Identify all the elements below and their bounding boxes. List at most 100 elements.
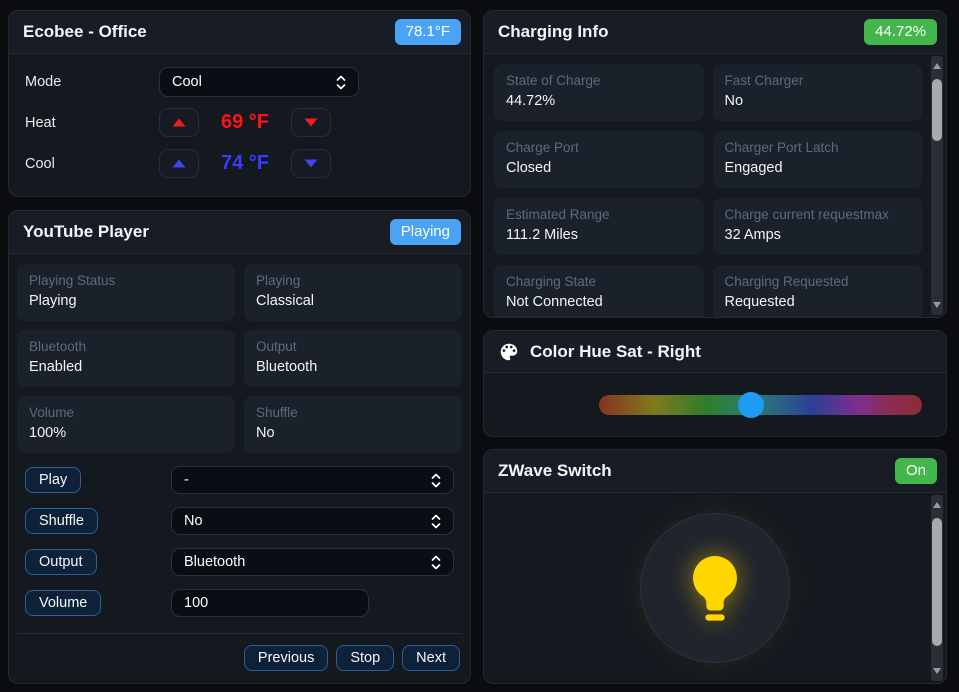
tile-label: Playing Status [29, 273, 116, 288]
tile-estimated-range: Estimated Range 111.2 Miles [494, 198, 704, 255]
playing-status-badge: Playing [389, 219, 461, 245]
tile-output: Output Bluetooth [244, 330, 462, 387]
output-button[interactable]: Output [25, 549, 97, 575]
youtube-title: YouTube Player [23, 222, 149, 241]
play-media-select-value: - [184, 472, 189, 488]
chevron-up-down-icon [431, 514, 441, 528]
charging-body: State of Charge 44.72% Fast Charger No C… [484, 54, 946, 317]
tile-value: 111.2 Miles [506, 227, 578, 243]
chevron-up-down-icon [336, 75, 346, 90]
tile-value: 44.72% [506, 93, 556, 109]
youtube-controls: Play - Shuffle No [17, 466, 462, 617]
tile-charging-requested: Charging Requested Requested [712, 265, 922, 317]
tile-value: Not Connected [506, 294, 603, 310]
tile-charge-port: Charge Port Closed [494, 131, 704, 188]
youtube-tile-grid: Playing Status Playing Playing Classical… [17, 264, 462, 453]
tile-value: Engaged [724, 160, 783, 176]
zwave-scrollbar-thumb[interactable] [932, 518, 942, 646]
tile-shuffle: Shuffle No [244, 396, 462, 453]
charging-scrollbar[interactable] [931, 56, 943, 315]
tile-label: Output [256, 339, 297, 354]
heat-row: Heat 69 °F [25, 105, 454, 141]
zwave-header: ZWave Switch On [484, 450, 946, 493]
tile-volume: Volume 100% [17, 396, 235, 453]
tile-playing-status: Playing Status Playing [17, 264, 235, 321]
tile-label: Volume [29, 405, 75, 420]
triangle-down-icon [304, 118, 318, 127]
color-card-title: Color Hue Sat - Right [530, 341, 701, 361]
hue-slider-thumb[interactable] [737, 391, 764, 418]
thermostat-card: Ecobee - Office 78.1°F Mode Cool Heat [8, 10, 471, 197]
play-control-row: Play - [25, 466, 454, 494]
triangle-down-icon [304, 159, 318, 168]
mode-row: Mode Cool [25, 64, 454, 100]
cool-stepper: 74 °F [159, 149, 454, 179]
thermostat-header: Ecobee - Office 78.1°F [9, 11, 470, 54]
youtube-player-card: YouTube Player Playing Playing Status Pl… [8, 210, 471, 684]
play-media-select[interactable]: - [171, 466, 454, 494]
right-column: Charging Info 44.72% State of Charge 44.… [483, 10, 947, 684]
tile-charging-state: Charging State Not Connected [494, 265, 704, 317]
mode-label: Mode [25, 74, 62, 91]
tile-label: Estimated Range [506, 207, 610, 222]
stop-button[interactable]: Stop [336, 645, 395, 671]
scrollbar-down-arrow-icon[interactable] [933, 302, 941, 308]
thermostat-body: Mode Cool Heat 69 °F [9, 54, 470, 196]
tile-label: Charge Port [506, 140, 579, 155]
heat-label: Heat [25, 114, 56, 131]
youtube-header: YouTube Player Playing [9, 211, 470, 254]
charging-scrollbar-thumb[interactable] [932, 79, 942, 141]
thermostat-title: Ecobee - Office [23, 22, 147, 41]
volume-input[interactable] [171, 589, 369, 617]
heat-increase-button[interactable] [159, 108, 199, 138]
tile-label: Charge current requestmax [724, 207, 889, 222]
mode-select[interactable]: Cool [159, 67, 359, 98]
charging-info-card: Charging Info 44.72% State of Charge 44.… [483, 10, 947, 318]
youtube-body: Playing Status Playing Playing Classical… [9, 254, 470, 683]
charging-title: Charging Info [498, 22, 609, 41]
hue-slider-track[interactable] [599, 391, 922, 418]
shuffle-control-row: Shuffle No [25, 507, 454, 535]
play-button[interactable]: Play [25, 467, 82, 493]
temperature-badge: 78.1°F [394, 19, 461, 45]
cool-increase-button[interactable] [159, 149, 199, 179]
scrollbar-up-arrow-icon[interactable] [933, 63, 941, 69]
next-button[interactable]: Next [402, 645, 460, 671]
tile-label: Shuffle [256, 405, 298, 420]
shuffle-select[interactable]: No [171, 507, 454, 535]
tile-value: No [724, 93, 744, 109]
cool-row: Cool 74 °F [25, 146, 454, 182]
cool-setpoint-value: 74 °F [220, 152, 270, 175]
volume-control-row: Volume [25, 589, 454, 617]
cool-decrease-button[interactable] [291, 149, 331, 179]
tile-charger-port-latch: Charger Port Latch Engaged [712, 131, 922, 188]
heat-decrease-button[interactable] [291, 108, 331, 138]
tile-value: Playing [29, 293, 77, 309]
heat-stepper: 69 °F [159, 108, 454, 138]
zwave-scrollbar[interactable] [931, 495, 943, 681]
color-card-body [484, 373, 946, 436]
charging-header: Charging Info 44.72% [484, 11, 946, 54]
shuffle-select-value: No [184, 513, 203, 529]
tile-state-of-charge: State of Charge 44.72% [494, 64, 704, 121]
scrollbar-down-arrow-icon[interactable] [933, 668, 941, 674]
tile-value: No [256, 425, 275, 441]
output-select-value: Bluetooth [184, 554, 246, 570]
tile-value: Classical [256, 293, 315, 309]
color-hue-sat-card: Color Hue Sat - Right [483, 330, 947, 437]
light-toggle-button[interactable] [640, 513, 790, 663]
shuffle-button[interactable]: Shuffle [25, 508, 98, 534]
previous-button[interactable]: Previous [243, 645, 329, 671]
output-select[interactable]: Bluetooth [171, 548, 454, 576]
triangle-up-icon [172, 118, 186, 127]
volume-button[interactable]: Volume [25, 590, 102, 616]
palette-icon [500, 343, 518, 360]
tile-value: Bluetooth [256, 359, 318, 375]
cool-label: Cool [25, 155, 55, 172]
tile-label: State of Charge [506, 73, 601, 88]
tile-label: Playing [256, 273, 301, 288]
scrollbar-up-arrow-icon[interactable] [933, 502, 941, 508]
tile-label: Charging Requested [724, 274, 849, 289]
heat-setpoint-value: 69 °F [220, 111, 270, 134]
tile-label: Charger Port Latch [724, 140, 839, 155]
